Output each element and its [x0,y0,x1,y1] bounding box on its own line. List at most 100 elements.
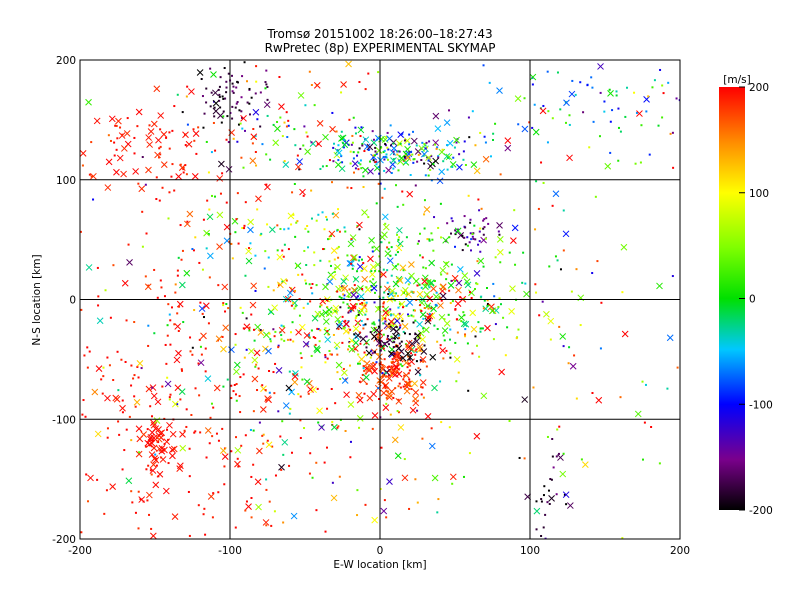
dot-point [88,173,91,176]
dot-point [222,110,225,113]
dot-point [391,361,394,364]
dot-point [159,153,162,156]
dot-point [443,339,446,342]
dot-point [415,299,418,302]
dot-point [259,125,262,128]
dot-point [325,299,328,302]
dot-point [386,246,389,249]
dot-point [333,142,336,145]
dot-point [376,353,379,356]
cross-point [496,236,504,243]
dot-point [339,378,342,381]
dot-point [355,303,358,306]
dot-point [427,316,430,319]
dot-point [349,162,352,165]
dot-point [357,362,360,365]
dot-point [330,181,333,184]
dot-point [265,478,268,481]
cross-point [432,293,440,301]
dot-point [422,317,425,320]
dot-point [169,343,172,346]
dot-point [259,329,262,332]
cross-point [401,322,409,330]
dot-point [153,332,156,335]
dot-point [243,129,246,132]
dot-point [336,290,339,293]
cross-point [342,274,349,282]
cross-point [562,230,570,238]
cross-point [115,117,122,125]
dot-point [121,399,124,402]
cross-point [147,128,155,135]
cross-point [439,266,447,274]
dot-point [428,239,431,242]
dot-point [402,385,405,388]
dot-point [121,468,124,471]
dot-point [264,81,267,84]
dot-point [449,352,452,355]
dot-point [658,462,661,465]
dot-point [123,449,126,452]
dot-point [170,175,173,178]
dot-point [272,328,275,331]
cross-point [552,190,560,198]
cross-point [245,247,252,255]
cross-point [113,168,120,176]
dot-point [367,216,370,219]
dot-point [306,224,309,227]
cross-point [144,283,152,291]
dot-point [318,340,321,343]
dot-point [619,396,622,399]
dot-point [573,354,576,357]
dot-point [194,236,197,239]
dot-point [179,398,182,401]
dot-point [363,150,366,153]
dot-point [643,421,646,424]
dot-point [97,304,100,307]
dot-point [456,228,459,231]
dot-point [401,320,404,323]
dot-point [202,316,205,319]
dot-point [239,306,242,309]
dot-point [300,366,303,369]
cross-point [304,148,311,156]
dot-point [223,67,226,70]
cross-point [282,402,290,409]
dot-point [305,282,308,285]
dot-point [298,168,301,171]
dot-point [243,224,246,227]
dot-point [250,516,253,519]
dot-point [309,300,312,303]
dot-point [191,353,194,356]
dot-point [242,327,245,330]
cross-point [455,279,463,287]
dot-point [404,161,407,164]
dot-point [242,373,245,376]
dot-point [414,333,417,336]
cross-point [316,120,324,127]
dot-point [349,299,352,302]
dot-point [126,117,129,120]
dot-point [169,393,172,396]
dot-point [671,131,674,134]
dot-point [384,222,387,225]
dot-point [364,372,367,375]
dot-point [171,163,174,166]
dot-point [440,421,443,424]
dot-point [326,306,329,309]
dot-point [147,324,150,327]
dot-point [399,326,402,329]
cross-point [566,502,574,509]
dot-point [311,476,314,479]
dot-point [127,243,130,246]
cross-point [480,392,488,400]
dot-point [377,333,380,336]
dot-point [188,447,191,450]
dot-point [97,295,100,298]
dot-point [349,440,352,443]
dot-point [297,393,300,396]
dot-point [344,319,347,322]
dot-point [423,199,426,202]
dot-point [222,304,225,307]
dot-point [375,202,378,205]
